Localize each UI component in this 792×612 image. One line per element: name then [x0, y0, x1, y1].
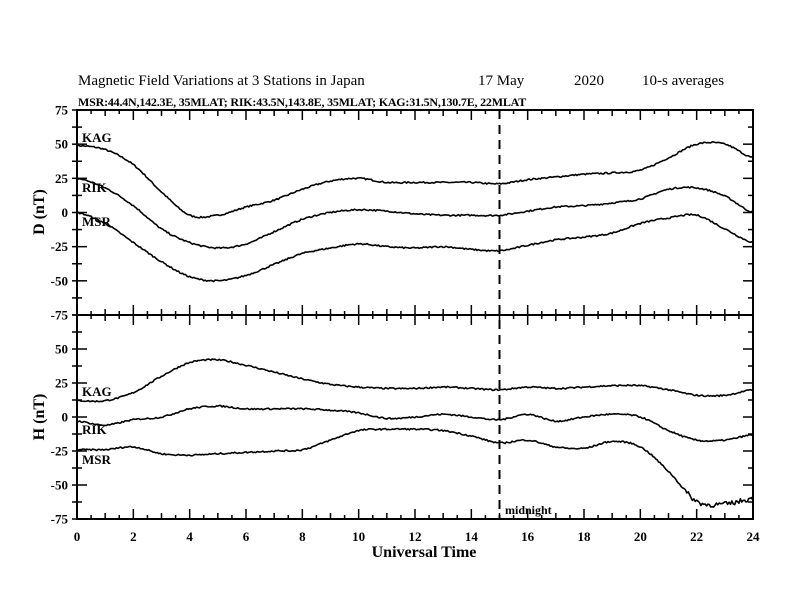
- chart-year: 2020: [574, 73, 604, 89]
- d-label-kag: KAG: [82, 130, 112, 145]
- y-tick-label: 0: [62, 205, 69, 220]
- y-tick-label: -25: [51, 239, 69, 254]
- d-label-msr: MSR: [82, 214, 112, 229]
- x-tick-label: 14: [465, 529, 479, 544]
- data-curves: [76, 110, 754, 519]
- h-label-msr: MSR: [82, 452, 112, 467]
- y-tick-label: -75: [51, 308, 69, 323]
- x-tick-label: 12: [409, 529, 422, 544]
- x-tick-label: 22: [690, 529, 703, 544]
- h-axis-label: H (nT): [31, 394, 48, 441]
- x-axis-label: Universal Time: [372, 544, 477, 561]
- y-tick-label: 75: [55, 103, 69, 118]
- x-tick-label: 6: [243, 529, 250, 544]
- d-label-rik: RIK: [82, 180, 107, 195]
- y-tick-label: -50: [51, 478, 68, 493]
- chart-title: Magnetic Field Variations at 3 Stations …: [78, 73, 365, 89]
- chart-averaging: 10-s averages: [642, 73, 725, 89]
- x-tick-label: 10: [352, 529, 365, 544]
- station-coordinates: MSR:44.4N,142.3E, 35MLAT; RIK:43.5N,143.…: [78, 95, 527, 109]
- midnight-annotation: midnight: [505, 503, 552, 517]
- curve-h-rik: [76, 404, 754, 443]
- y-tick-label: 50: [55, 137, 68, 152]
- curve-d-kag: [76, 141, 754, 219]
- y-tick-label: 25: [55, 171, 69, 186]
- y-tick-label: -50: [51, 273, 68, 288]
- x-tick-label: 18: [578, 529, 592, 544]
- y-tick-label: 0: [62, 410, 69, 425]
- d-axis-label: D (nT): [31, 189, 48, 235]
- chart-date: 17 May: [478, 73, 525, 89]
- h-label-kag: KAG: [82, 384, 112, 399]
- y-tick-label: 25: [55, 376, 69, 391]
- y-tick-label: -25: [51, 444, 69, 459]
- x-tick-label: 2: [130, 529, 137, 544]
- x-tick-label: 8: [299, 529, 306, 544]
- x-tick-label: 16: [521, 529, 535, 544]
- h-label-rik: RIK: [82, 422, 107, 437]
- curve-h-kag: [76, 358, 754, 403]
- y-tick-label: 50: [55, 342, 68, 357]
- curve-h-msr: [76, 427, 754, 508]
- axis-labels: D (nT) H (nT) Universal Time midnight KA…: [31, 130, 552, 561]
- curve-d-rik: [76, 177, 754, 250]
- y-tick-label: -75: [51, 512, 69, 527]
- x-tick-label: 4: [186, 529, 193, 544]
- x-tick-label: 0: [74, 529, 81, 544]
- x-tick-label: 24: [747, 529, 761, 544]
- panel-frame-d: [76, 109, 754, 316]
- curve-d-msr: [76, 211, 754, 283]
- x-tick-label: 20: [634, 529, 647, 544]
